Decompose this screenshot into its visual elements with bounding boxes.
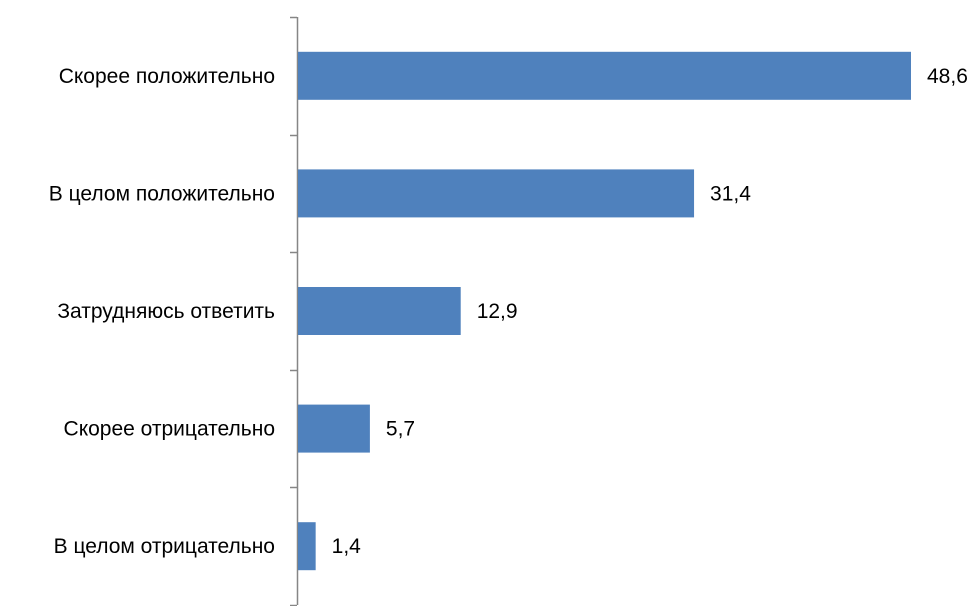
labels-layer: Скорее положительно 48,6 В целом положител… xyxy=(49,65,968,558)
category-label: Затрудняюсь ответить xyxy=(57,300,275,323)
axis-layer xyxy=(290,16,299,606)
value-label: 48,6 xyxy=(927,65,968,88)
bar xyxy=(298,404,370,453)
bar xyxy=(298,522,316,571)
category-label: В целом положительно xyxy=(49,182,275,205)
bars-layer xyxy=(298,51,911,571)
value-label: 1,4 xyxy=(332,535,362,558)
bar xyxy=(298,51,911,100)
bar xyxy=(298,169,695,218)
bar xyxy=(298,287,461,335)
value-label: 5,7 xyxy=(386,418,415,441)
category-label: Скорее отрицательно xyxy=(64,418,275,441)
category-label: В целом отрицательно xyxy=(54,535,275,558)
value-label: 12,9 xyxy=(477,300,518,323)
value-label: 31,4 xyxy=(710,182,751,205)
category-label: Скорее положительно xyxy=(59,65,275,88)
